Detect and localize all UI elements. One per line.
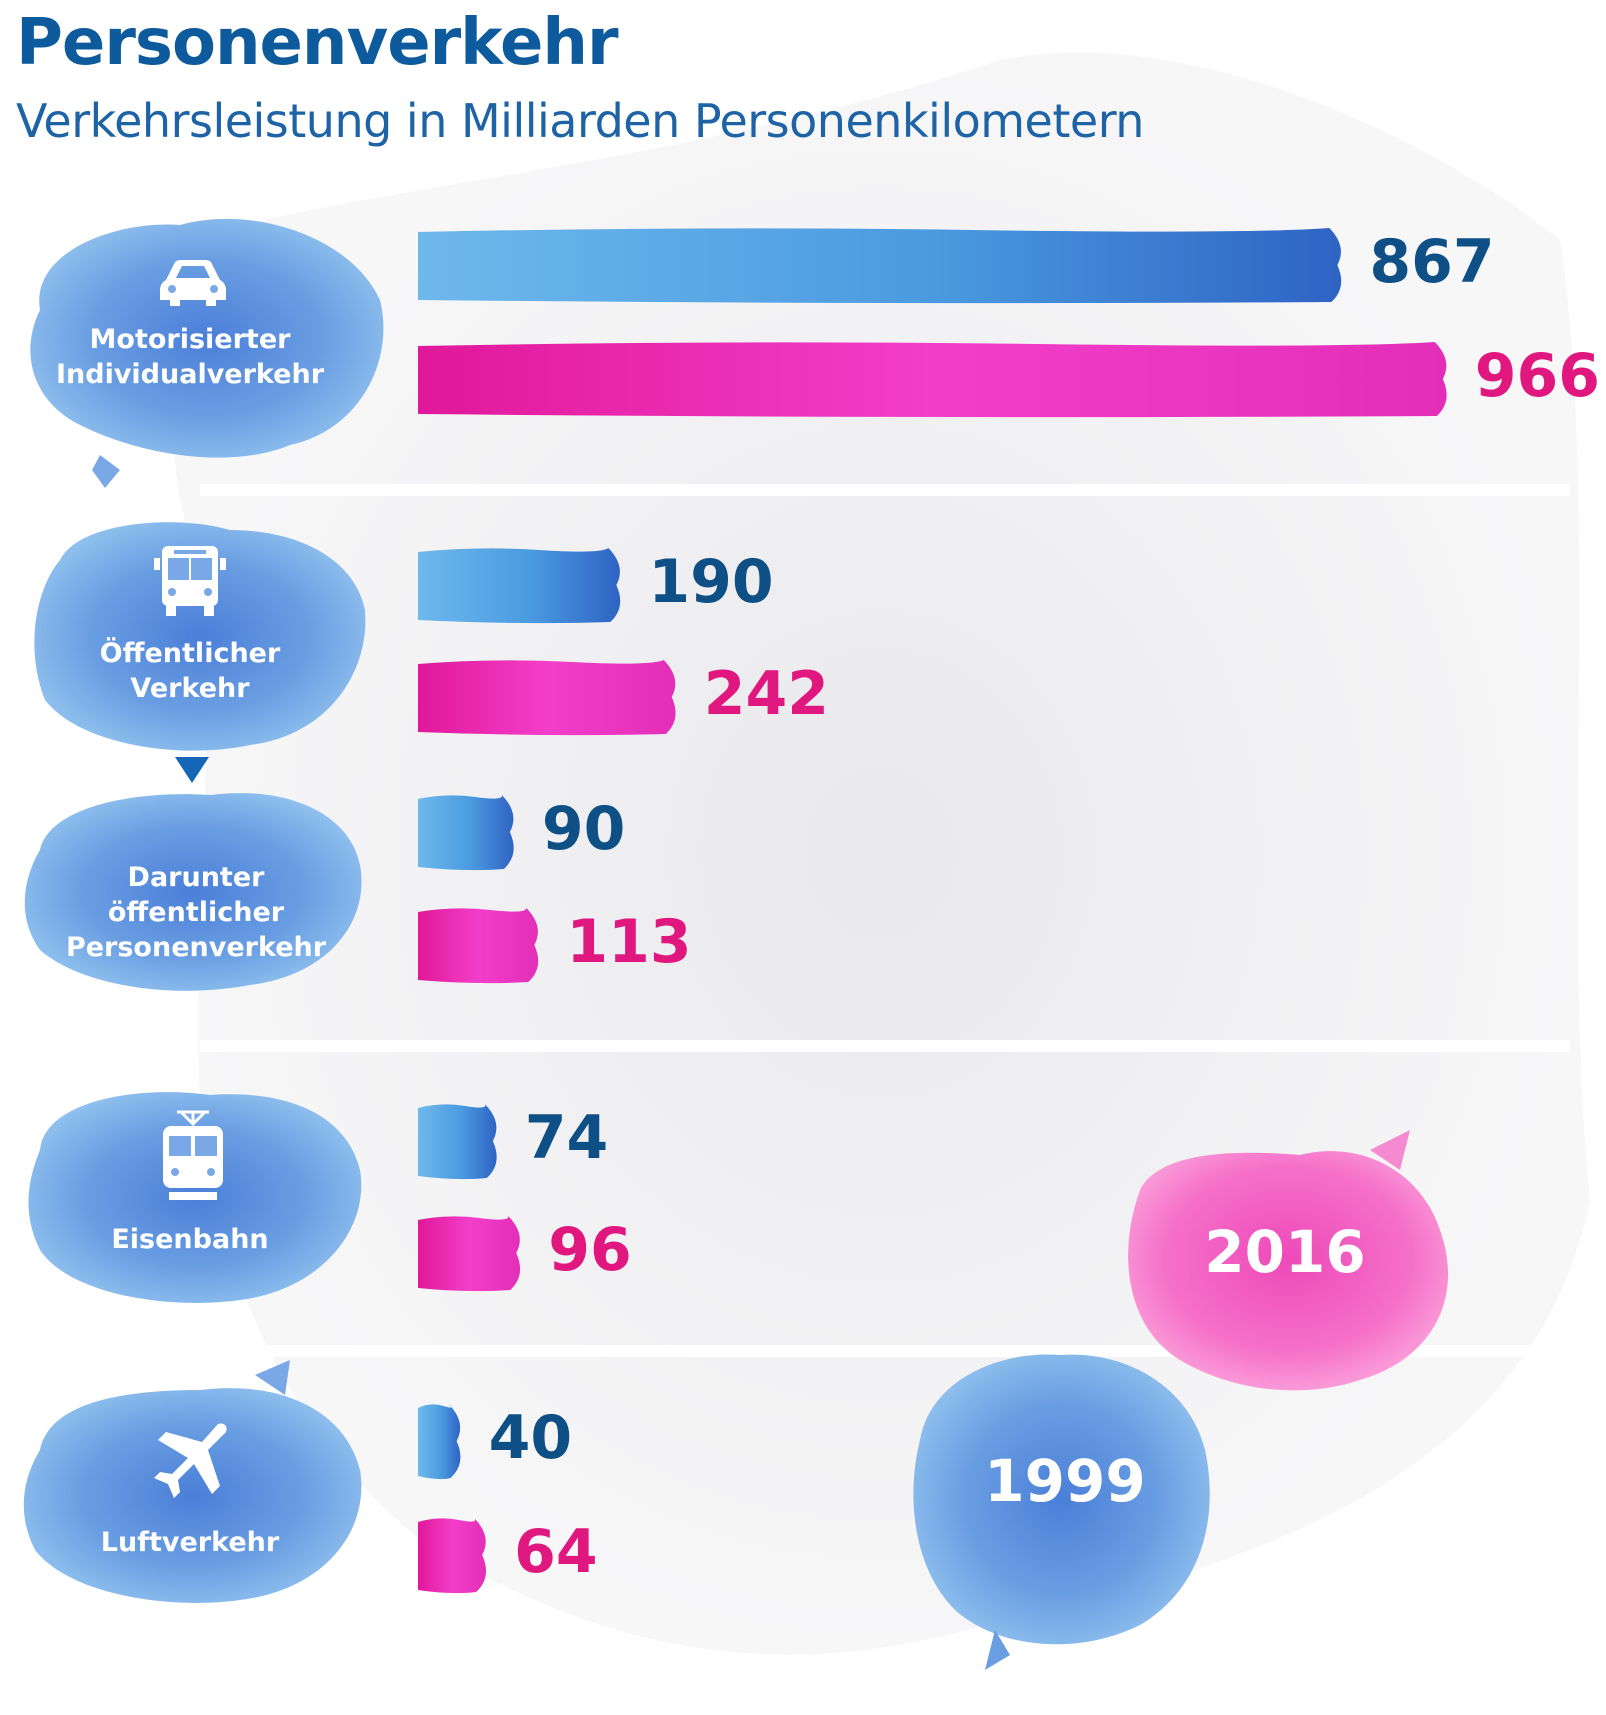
category-label-line: Verkehr (130, 673, 250, 704)
legend-label-2016: 2016 (1204, 1218, 1366, 1286)
value-label-2016-2: 113 (566, 907, 692, 977)
bar-2016-3 (418, 1216, 521, 1292)
airplane-icon (148, 1420, 230, 1507)
bar-1999-3 (418, 1104, 497, 1180)
category-label-bahn: Eisenbahn (40, 1222, 340, 1257)
car-icon (158, 258, 228, 313)
category-label-oev: Öffentlicher Verkehr (40, 636, 340, 706)
value-label-2016-1: 242 (703, 659, 829, 729)
bar-1999-0 (418, 228, 1342, 304)
category-label-line: Öffentlicher (99, 638, 281, 669)
legend-blob-1999 (913, 1354, 1210, 1645)
category-label-mit: Motorisierter Individualverkehr (40, 322, 340, 392)
value-label-2016-0: 966 (1474, 341, 1601, 411)
value-label-1999-4: 40 (488, 1403, 573, 1473)
arrow-down-icon (175, 757, 209, 783)
bar-2016-4 (418, 1518, 487, 1594)
category-label-opnv: Darunter öffentlicher Personenverkehr (46, 860, 346, 965)
category-blob-oev (34, 522, 366, 751)
category-blob-opnv (24, 793, 362, 991)
bus-icon (152, 540, 232, 625)
category-label-line: Eisenbahn (111, 1224, 269, 1255)
value-label-1999-0: 867 (1369, 227, 1495, 297)
bar-2016-1 (418, 660, 676, 736)
category-label-line: Darunter öffentlicher (107, 862, 285, 928)
value-label-1999-1: 190 (648, 547, 774, 617)
bar-1999-2 (418, 795, 514, 871)
category-label-line: Personenverkehr (65, 932, 327, 963)
chart-title: Personenverkehr (16, 6, 619, 80)
value-label-1999-3: 74 (524, 1103, 609, 1173)
legend-blob-2016 (1128, 1151, 1449, 1391)
value-label-2016-4: 64 (514, 1517, 598, 1587)
chart-subtitle: Verkehrsleistung in Milliarden Personenk… (16, 94, 1144, 148)
value-label-1999-2: 90 (541, 794, 626, 864)
category-label-line: Luftverkehr (100, 1527, 280, 1558)
category-label-line: Individualverkehr (55, 359, 325, 390)
category-label-line: Motorisierter (89, 324, 291, 355)
legend-label-1999: 1999 (984, 1447, 1146, 1515)
bar-1999-1 (418, 548, 621, 624)
bar-2016-2 (418, 908, 539, 984)
tram-icon (155, 1110, 231, 1211)
value-label-2016-3: 96 (548, 1215, 632, 1285)
bar-2016-0 (418, 342, 1447, 418)
category-label-luft: Luftverkehr (40, 1525, 340, 1560)
category-blob-mit (30, 218, 384, 458)
bar-1999-4 (418, 1404, 461, 1480)
category-blob-luft (23, 1388, 362, 1603)
